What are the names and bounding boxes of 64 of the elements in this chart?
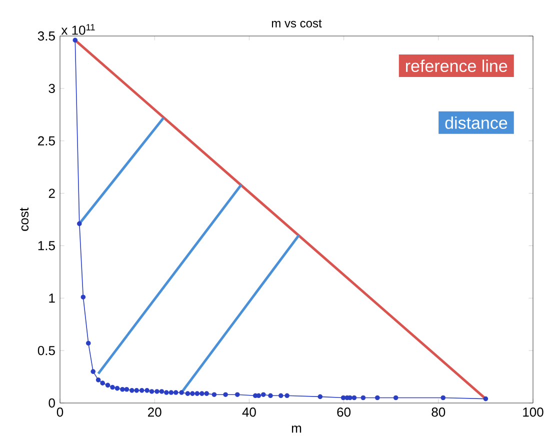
point [204,391,210,396]
point [134,388,140,393]
y-tick-label: 0 [48,398,55,408]
point [80,294,86,300]
x-axis-title: m [292,426,302,433]
point [360,395,366,400]
point [340,395,346,400]
y-tick-label: 2 [48,188,55,198]
y-tick-label: 3 [48,84,55,94]
point [124,386,130,392]
point [440,395,446,400]
point [86,340,91,346]
x-tick-label: 20 [148,408,162,417]
point [76,221,82,226]
point [72,38,78,43]
point [223,392,228,398]
point [110,384,115,390]
text: reference line [406,60,508,72]
point [278,393,284,398]
point [190,391,195,396]
y-axis-title: cost [20,208,29,231]
point [139,388,144,393]
point [159,389,164,394]
y-tick-label: 1 [49,294,55,303]
point [164,390,169,395]
point [154,389,160,394]
x-tick-label: 40 [242,408,256,417]
point [185,391,190,396]
point [393,395,398,400]
y-tick-label: 3.5 [38,31,55,41]
point [256,393,262,398]
x-tick-label: 60 [337,408,351,417]
point [352,395,357,400]
point [96,378,101,382]
point [179,390,184,395]
point [194,391,200,396]
point [200,391,204,396]
point [212,392,217,398]
text: x 10$^{11}$ [61,24,95,35]
point [144,388,150,393]
y-tick-label: 1.5 [38,241,55,250]
chart-title: m vs cost [272,20,322,28]
point [114,386,120,391]
y-tick-label: 0.5 [38,346,55,356]
text: distance [445,116,508,129]
point [284,393,290,398]
point [374,395,380,400]
point [260,392,266,398]
x-tick-label: 100 [523,408,544,417]
point [120,386,125,392]
point [318,394,323,400]
point [90,369,96,374]
point [105,382,110,388]
y-tick-label: 2.5 [38,136,55,146]
point [483,396,488,402]
point [100,380,105,386]
point [173,390,178,395]
point [130,388,134,393]
point [149,389,154,394]
point [268,393,273,398]
point [168,390,174,395]
x-tick-label: 0 [56,408,64,417]
x-tick-label: 80 [432,408,446,417]
point [234,392,240,398]
